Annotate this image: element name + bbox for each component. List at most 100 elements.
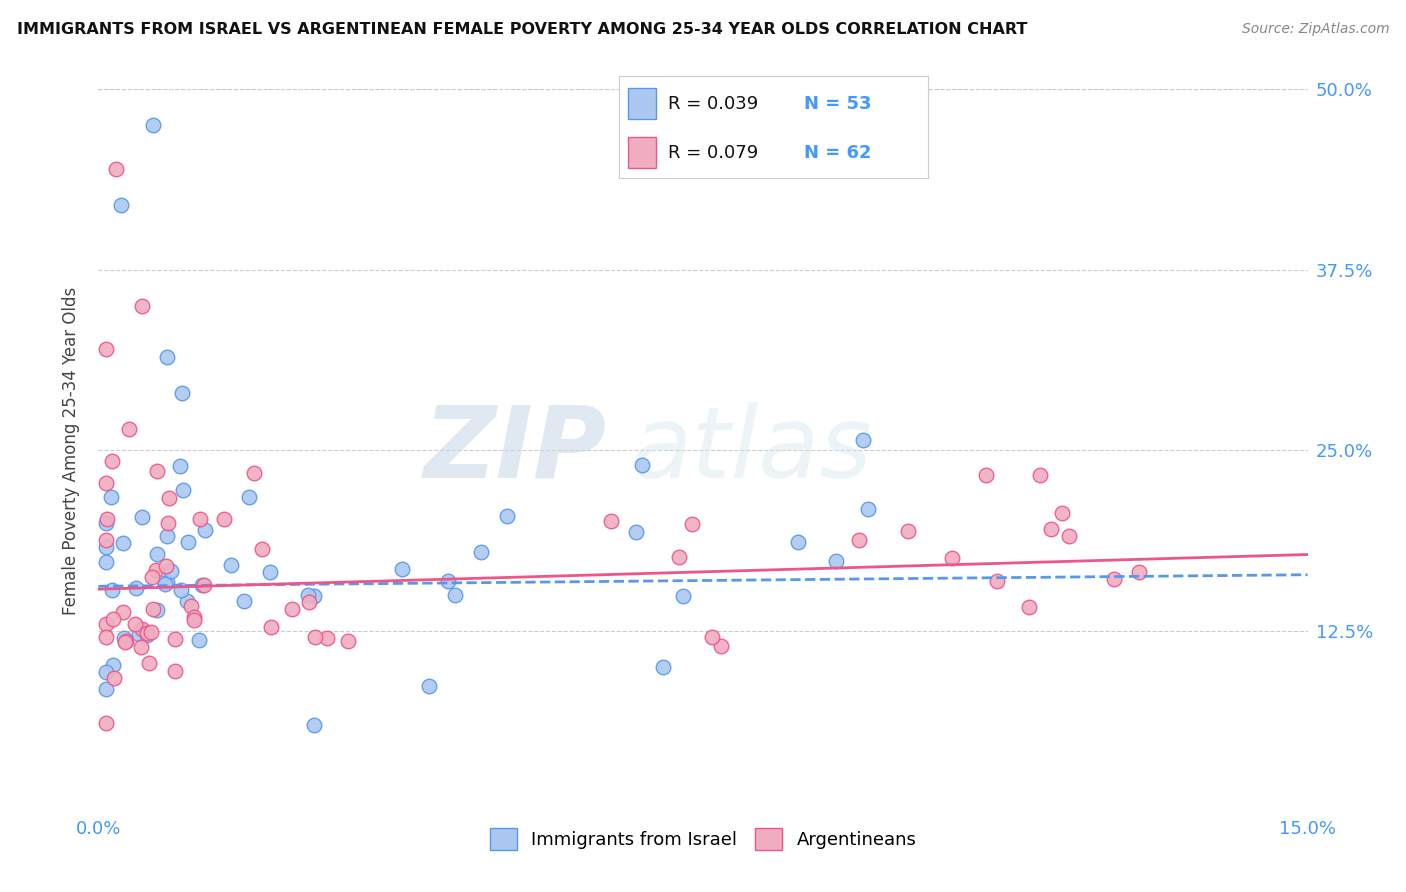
Point <box>145 563 167 577</box>
Point <box>155 559 177 574</box>
Point <box>170 582 193 597</box>
Point <box>96 540 118 554</box>
Point <box>125 582 148 596</box>
Point <box>131 510 153 524</box>
Point <box>302 589 325 603</box>
Point <box>1050 507 1073 521</box>
Y-axis label: Female Poverty Among 25-34 Year Olds: Female Poverty Among 25-34 Year Olds <box>62 286 80 615</box>
Point <box>96 475 118 490</box>
Point <box>188 512 211 526</box>
Point <box>600 514 623 528</box>
Point <box>260 620 283 634</box>
Point <box>169 458 191 473</box>
Point <box>115 634 138 648</box>
Point <box>111 536 134 550</box>
Point <box>141 119 163 133</box>
Point <box>96 533 118 548</box>
Point <box>1128 566 1150 580</box>
Text: Source: ZipAtlas.com: Source: ZipAtlas.com <box>1241 22 1389 37</box>
Point <box>444 588 467 602</box>
Point <box>437 574 460 589</box>
Point <box>1029 467 1052 482</box>
Point <box>96 681 118 696</box>
Point <box>96 554 118 568</box>
Point <box>156 529 179 543</box>
Point <box>700 631 723 645</box>
Point <box>212 511 235 525</box>
Point <box>156 350 179 364</box>
Point <box>103 671 125 685</box>
Point <box>681 517 703 532</box>
Point <box>651 660 673 674</box>
Text: R = 0.079: R = 0.079 <box>668 144 758 161</box>
Point <box>1039 522 1062 536</box>
Point <box>298 595 321 609</box>
Bar <box>628 88 655 119</box>
Point <box>297 589 319 603</box>
Point <box>242 466 264 480</box>
Point <box>136 626 159 640</box>
Point <box>118 422 141 436</box>
Point <box>160 565 183 579</box>
Text: ZIP: ZIP <box>423 402 606 499</box>
Point <box>163 664 186 678</box>
Point <box>848 533 870 547</box>
Point <box>138 657 160 671</box>
Point <box>131 299 153 313</box>
Point <box>172 483 194 498</box>
Text: IMMIGRANTS FROM ISRAEL VS ARGENTINEAN FEMALE POVERTY AMONG 25-34 YEAR OLDS CORRE: IMMIGRANTS FROM ISRAEL VS ARGENTINEAN FE… <box>17 22 1028 37</box>
Point <box>825 553 848 567</box>
Point <box>856 501 879 516</box>
Point <box>96 512 118 526</box>
Point <box>232 593 254 607</box>
Point <box>96 631 118 645</box>
Point <box>897 524 920 538</box>
Point <box>96 617 118 632</box>
Point <box>1018 600 1040 615</box>
Point <box>280 601 302 615</box>
Point <box>146 464 169 478</box>
Legend: Immigrants from Israel, Argentineans: Immigrants from Israel, Argentineans <box>482 821 924 857</box>
Point <box>157 491 180 505</box>
Point <box>146 603 169 617</box>
Point <box>176 594 198 608</box>
Bar <box>628 137 655 168</box>
Point <box>193 578 215 592</box>
Point <box>141 625 163 640</box>
Point <box>129 640 152 654</box>
Point <box>976 467 998 482</box>
Point <box>1057 529 1080 543</box>
Point <box>131 622 153 636</box>
Point <box>172 385 194 400</box>
Point <box>626 524 648 539</box>
Point <box>470 545 492 559</box>
Point <box>418 679 440 693</box>
Point <box>194 524 217 538</box>
Point <box>110 198 132 212</box>
Point <box>250 541 273 556</box>
Point <box>668 550 690 565</box>
Point <box>156 574 179 589</box>
Point <box>631 458 654 472</box>
Point <box>153 576 176 591</box>
Point <box>496 508 519 523</box>
Point <box>219 558 242 573</box>
Point <box>100 490 122 504</box>
Point <box>146 547 169 561</box>
Text: N = 62: N = 62 <box>804 144 872 161</box>
Point <box>96 716 118 731</box>
Point <box>1104 572 1126 586</box>
Point <box>786 534 808 549</box>
Point <box>672 589 695 603</box>
Point <box>114 635 136 649</box>
Point <box>336 633 359 648</box>
Point <box>96 343 118 357</box>
Point <box>141 570 163 584</box>
Point <box>112 632 135 646</box>
Point <box>302 718 325 732</box>
Point <box>191 578 214 592</box>
Point <box>101 612 124 626</box>
Point <box>112 605 135 619</box>
Point <box>316 631 339 645</box>
Point <box>124 617 146 632</box>
